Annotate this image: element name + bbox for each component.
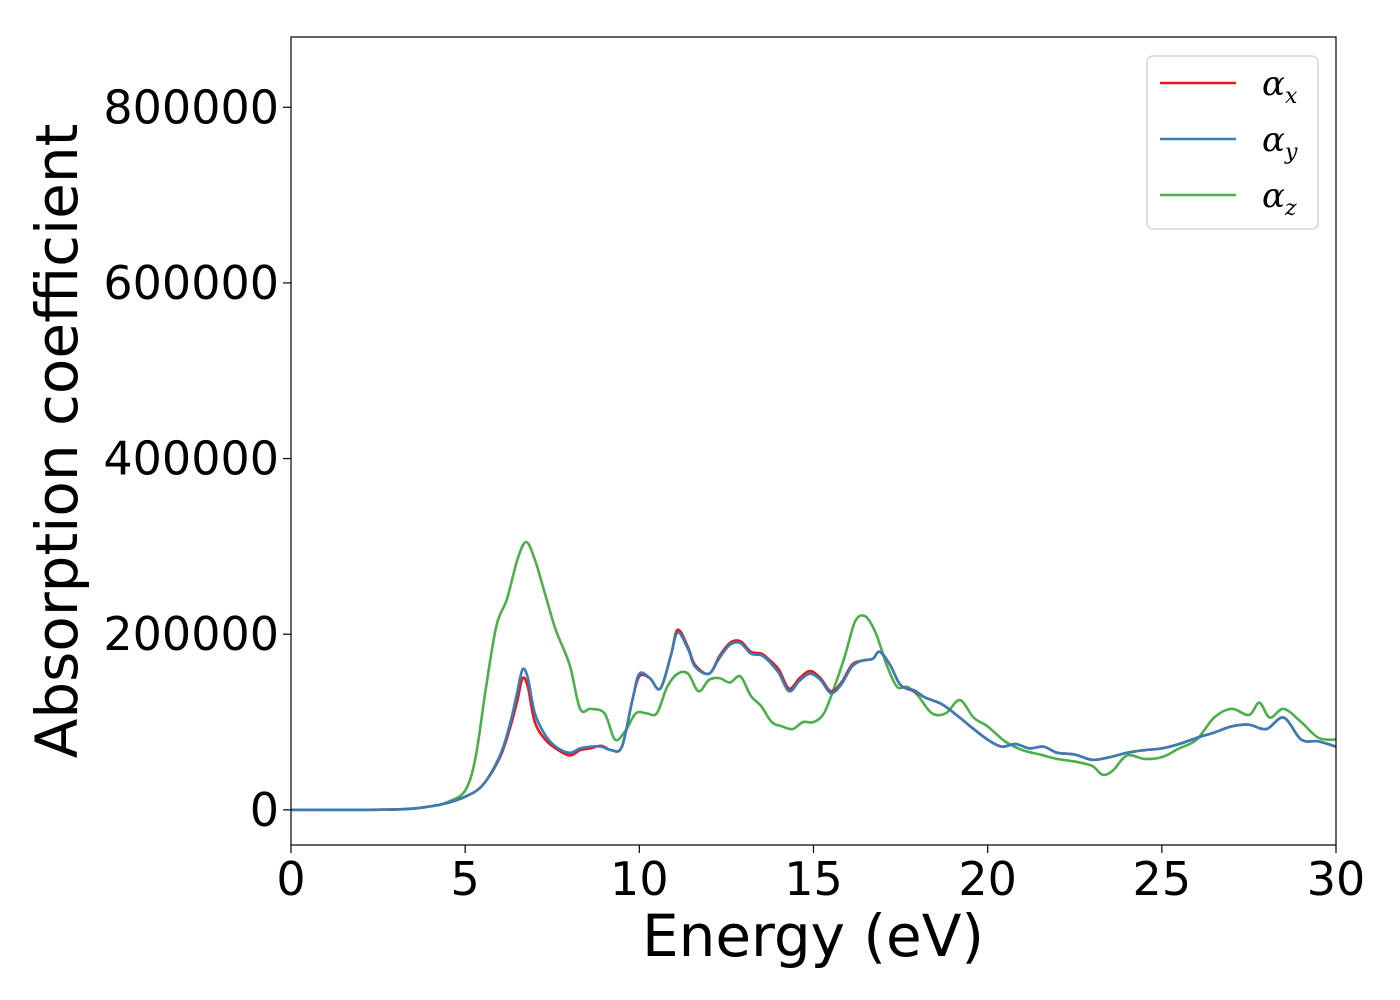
x-tick-label: 5 — [451, 852, 480, 906]
x-tick-label: 15 — [784, 852, 843, 906]
series-line-y — [291, 631, 1336, 812]
y-axis-label: Absorption coefficient — [23, 124, 91, 759]
y-tick-label: 0 — [250, 783, 279, 837]
legend: αx αy αz — [1146, 55, 1319, 230]
series-line-z — [291, 540, 1336, 812]
legend-frame — [1146, 55, 1319, 230]
legend-label-y: αy — [1262, 120, 1298, 165]
y-tick-label: 400000 — [103, 432, 279, 486]
x-tick-label: 25 — [1133, 852, 1192, 906]
y-tick-label: 800000 — [103, 80, 279, 134]
x-tick-label: 10 — [610, 852, 669, 906]
legend-label-x: αx — [1262, 64, 1298, 109]
x-tick-label: 20 — [958, 852, 1017, 906]
y-tick-label: 600000 — [103, 256, 279, 310]
y-axis: 0 200000 400000 600000 800000 — [103, 80, 291, 837]
x-axis-label: Energy (eV) — [642, 902, 984, 970]
legend-label-z: αz — [1262, 176, 1297, 221]
x-tick-label: 0 — [276, 852, 305, 906]
x-axis: 0 5 10 15 20 25 30 — [276, 845, 1365, 906]
y-tick-label: 200000 — [103, 607, 279, 661]
x-tick-label: 30 — [1307, 852, 1366, 906]
